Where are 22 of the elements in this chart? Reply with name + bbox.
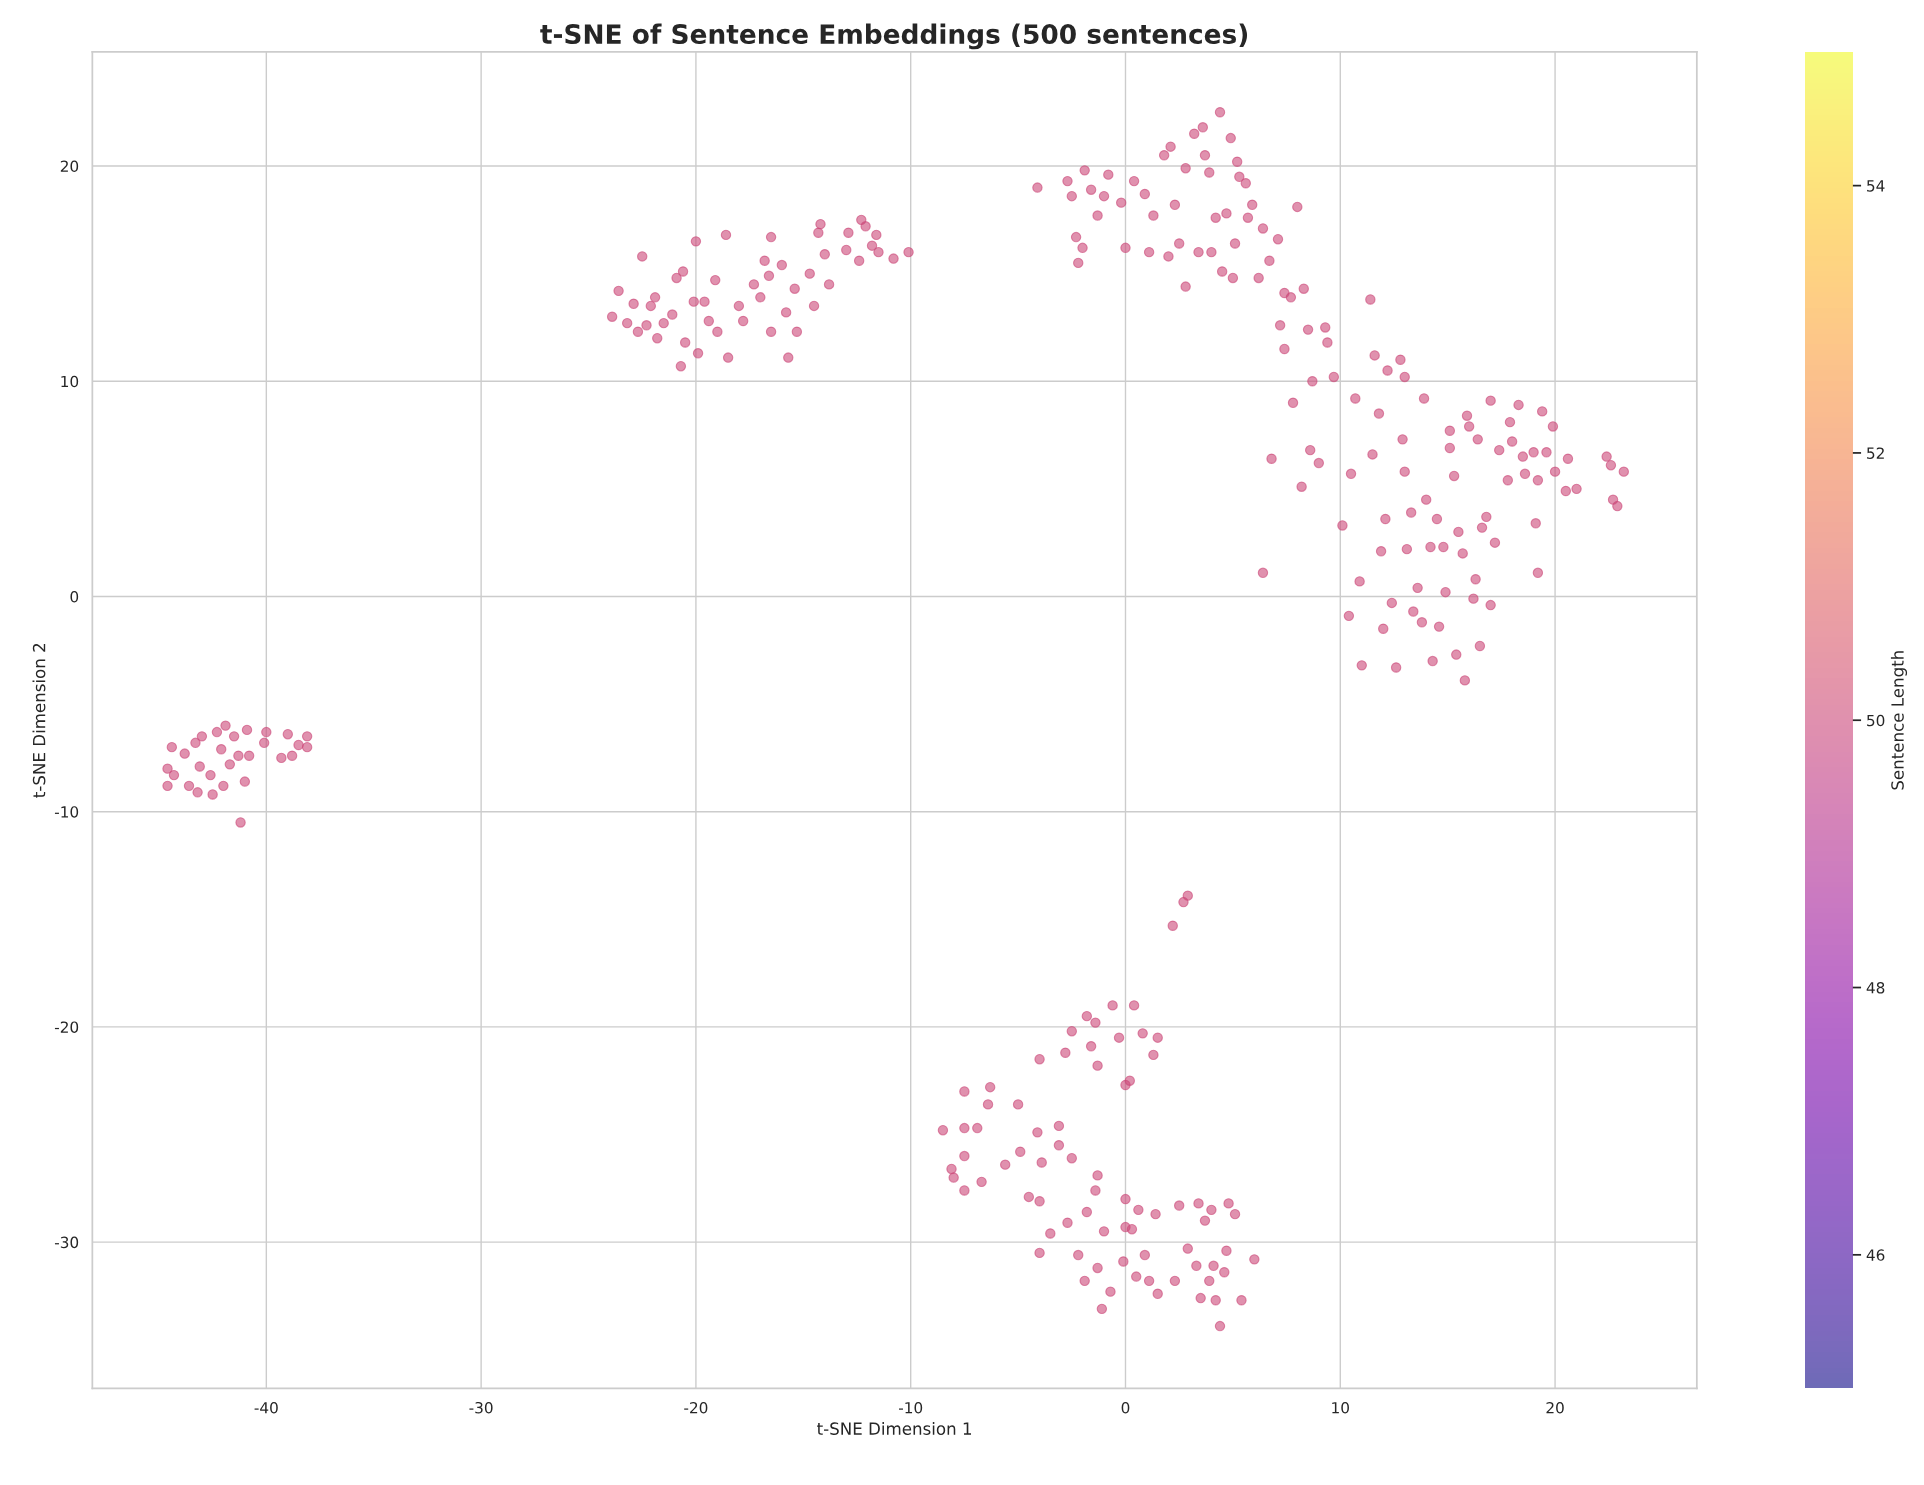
x-tick-label: 20: [1546, 1401, 1564, 1414]
y-axis-title: t-SNE Dimension 2: [32, 643, 46, 798]
y-tick-label: 20: [60, 160, 79, 173]
x-tick-label: -20: [684, 1401, 708, 1414]
x-tick-label: 10: [1332, 1401, 1349, 1414]
y-tick-label: -30: [54, 1236, 79, 1249]
color-bar-label: 54: [1867, 180, 1885, 192]
y-tick-label: 10: [61, 375, 79, 388]
x-tick-label: -10: [898, 1401, 923, 1414]
y-tick-label: 0: [70, 590, 79, 603]
color-bar-label: 48: [1866, 981, 1885, 994]
x-tick-label: -40: [254, 1401, 278, 1414]
color-bar-label: 50: [1867, 714, 1885, 727]
y-tick-label: -20: [54, 1021, 79, 1033]
chart-title: t-SNE of Sentence Embeddings (500 sentences): [540, 23, 1248, 50]
color-bar-label: 52: [1867, 447, 1884, 459]
x-tick-label: 0: [1121, 1401, 1130, 1414]
x-tick-label: -30: [469, 1401, 493, 1414]
y-tick-label: -10: [54, 806, 79, 818]
color-bar-label: 46: [1866, 1249, 1885, 1261]
color-bar-title: Sentence Length: [1890, 651, 1908, 790]
x-axis-title: t-SNE Dimension 1: [817, 1422, 972, 1435]
